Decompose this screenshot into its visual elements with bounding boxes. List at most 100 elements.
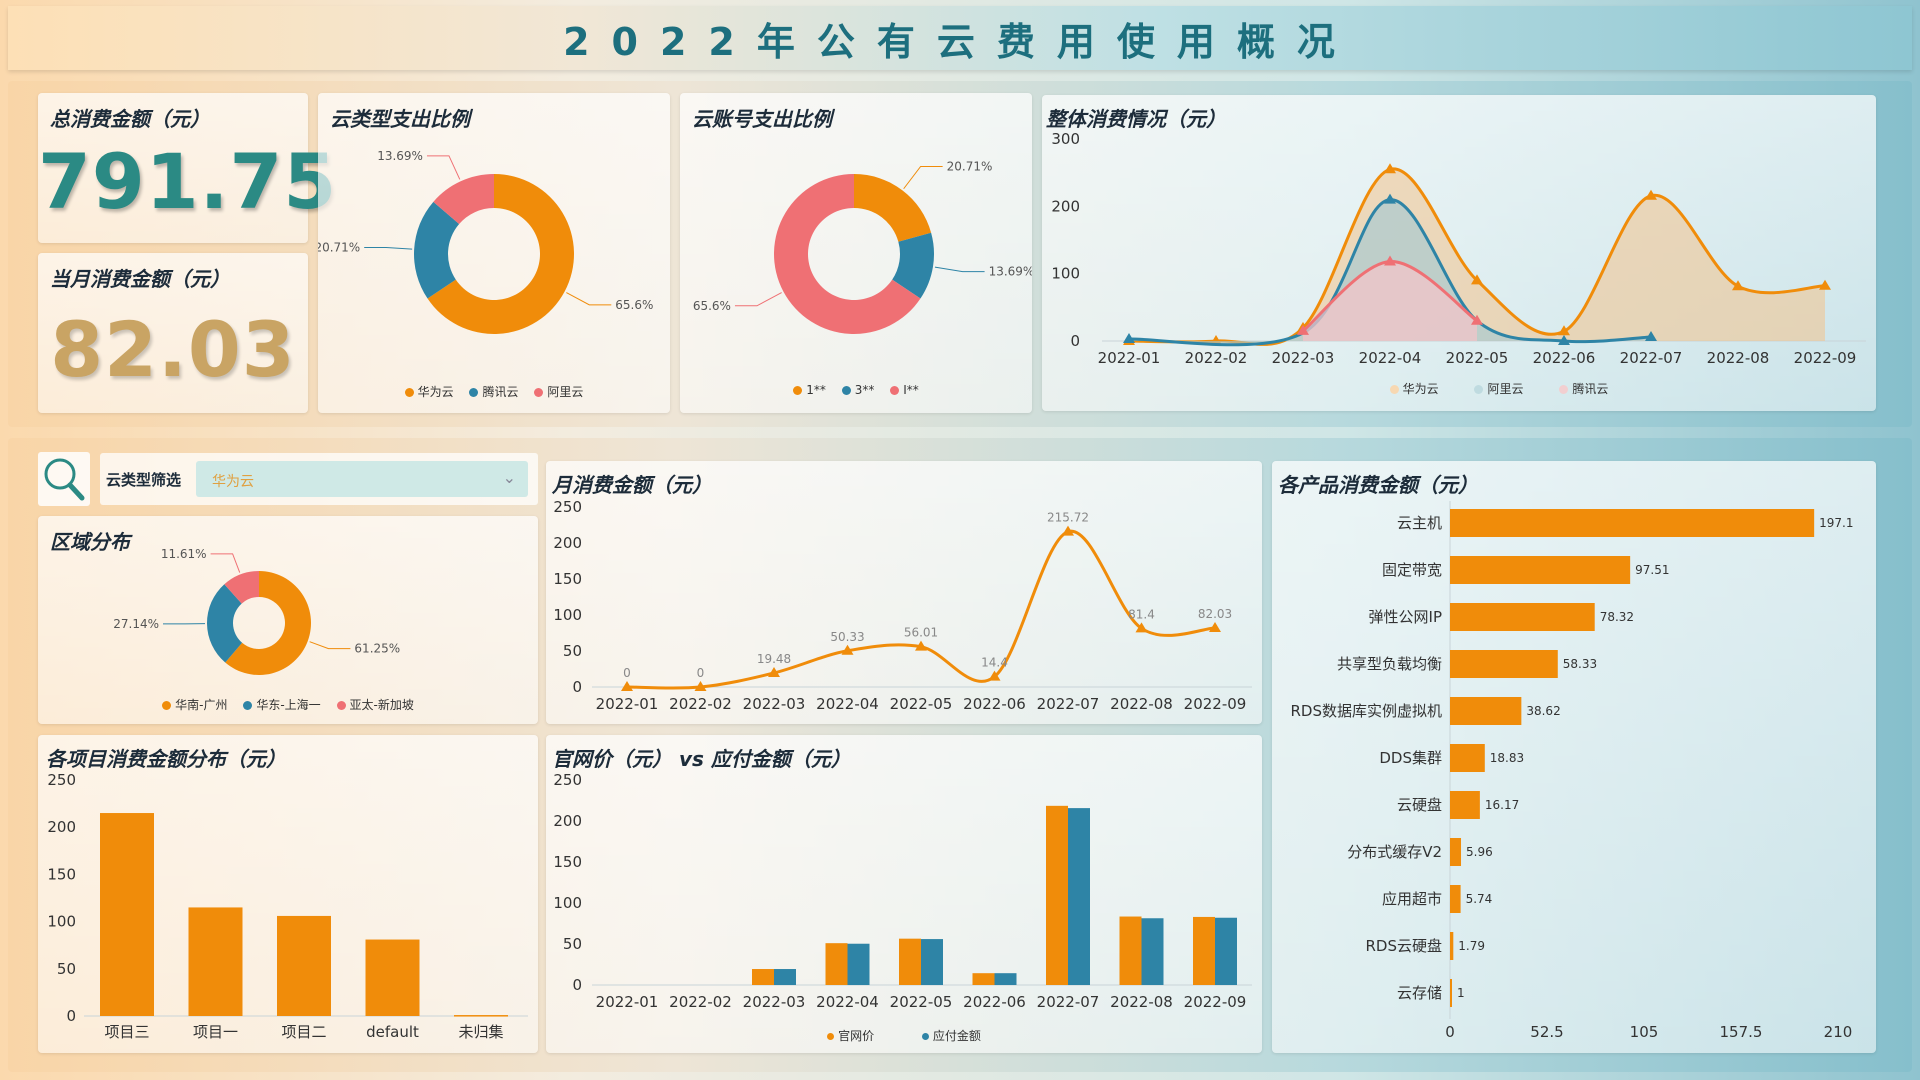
total-spend-value: 791.75 bbox=[38, 137, 338, 226]
legend-item-huawei[interactable]: 华为云 bbox=[404, 383, 454, 400]
bar[interactable] bbox=[1450, 603, 1595, 631]
data-point[interactable] bbox=[1135, 622, 1148, 633]
y-tick-label: RDS数据库实例虚拟机 bbox=[1291, 702, 1443, 720]
data-point[interactable] bbox=[768, 666, 780, 677]
y-tick-label: 200 bbox=[553, 812, 582, 830]
bar[interactable] bbox=[1215, 917, 1237, 985]
pie-slice[interactable] bbox=[774, 174, 921, 334]
y-tick-label: 弹性公网IP bbox=[1369, 608, 1442, 626]
projects-chart: 250 200 150 100 50 0 项目三 项目一 项目二 default 未归集 bbox=[47, 771, 528, 1041]
data-point[interactable] bbox=[1471, 274, 1483, 285]
data-point[interactable] bbox=[1123, 332, 1135, 343]
bar[interactable] bbox=[774, 969, 796, 985]
x-tick-label: 2022-01 bbox=[596, 993, 659, 1011]
pie-slice[interactable] bbox=[225, 571, 311, 675]
x-tick-label: 2022-03 bbox=[1272, 349, 1335, 367]
bar[interactable] bbox=[921, 939, 943, 985]
pie-slice-label: 13.69% bbox=[377, 149, 423, 163]
bar[interactable] bbox=[972, 973, 995, 985]
data-point[interactable] bbox=[1384, 193, 1396, 204]
pie-slice[interactable] bbox=[206, 584, 243, 663]
data-point[interactable] bbox=[621, 681, 633, 691]
bar[interactable] bbox=[100, 813, 154, 1016]
bar[interactable] bbox=[752, 969, 774, 985]
data-point[interactable] bbox=[1471, 314, 1483, 325]
bar[interactable] bbox=[825, 943, 848, 985]
bar[interactable] bbox=[1068, 808, 1090, 985]
bar[interactable] bbox=[1450, 650, 1558, 678]
data-point[interactable] bbox=[1819, 279, 1831, 290]
bar[interactable] bbox=[1119, 916, 1142, 985]
x-tick-label: 2022-04 bbox=[816, 993, 879, 1011]
bar[interactable] bbox=[454, 1015, 508, 1017]
data-point[interactable] bbox=[841, 644, 854, 655]
account-pie-title: 云账号支出比例 bbox=[692, 107, 832, 131]
bar[interactable] bbox=[1046, 805, 1068, 985]
data-label: 5.96 bbox=[1466, 845, 1493, 859]
bar[interactable] bbox=[899, 938, 921, 985]
bar[interactable] bbox=[365, 939, 420, 1016]
x-tick-label: 2022-04 bbox=[1359, 349, 1422, 367]
legend-item-account-i[interactable]: I** bbox=[890, 383, 919, 397]
data-point[interactable] bbox=[1062, 525, 1074, 536]
bar[interactable] bbox=[1193, 916, 1215, 985]
bar[interactable] bbox=[1450, 791, 1480, 819]
bar[interactable] bbox=[1141, 918, 1164, 985]
legend-item-account-1[interactable]: 1** bbox=[793, 383, 826, 397]
bar[interactable] bbox=[188, 907, 243, 1016]
data-point[interactable] bbox=[1558, 335, 1570, 345]
data-point[interactable] bbox=[915, 640, 927, 651]
bar[interactable] bbox=[994, 973, 1017, 985]
data-point[interactable] bbox=[988, 670, 1001, 681]
bar[interactable] bbox=[1450, 509, 1815, 537]
data-label: 1.79 bbox=[1458, 939, 1485, 953]
data-point[interactable] bbox=[1384, 255, 1396, 266]
pie-slice[interactable] bbox=[224, 571, 259, 604]
bar[interactable] bbox=[847, 943, 870, 985]
pie-slice[interactable] bbox=[854, 174, 932, 242]
data-point[interactable] bbox=[1645, 330, 1657, 341]
pie-slice[interactable] bbox=[892, 232, 934, 299]
bar[interactable] bbox=[1450, 979, 1452, 1007]
x-tick-label: 2022-06 bbox=[963, 993, 1026, 1011]
legend-item-guangzhou[interactable]: 华南-广州 bbox=[162, 696, 228, 713]
y-tick-label: 0 bbox=[572, 678, 582, 696]
legend-item-aliyun[interactable]: 阿里云 bbox=[534, 383, 583, 400]
pie-slice[interactable] bbox=[427, 174, 574, 334]
pie-slice[interactable] bbox=[433, 174, 494, 224]
bar[interactable] bbox=[1450, 838, 1462, 866]
y-tick-label: 250 bbox=[553, 498, 582, 516]
legend-item-account-3[interactable]: 3** bbox=[841, 383, 874, 397]
monthly-line[interactable] bbox=[626, 529, 1216, 690]
bar[interactable] bbox=[1450, 556, 1631, 584]
legend-item-singapore[interactable]: 亚太-新加坡 bbox=[336, 696, 414, 713]
legend-item-tencent-area[interactable]: 腾讯云 bbox=[1559, 380, 1608, 397]
x-tick-label: 2022-08 bbox=[1707, 349, 1770, 367]
x-tick-label: 2022-09 bbox=[1184, 695, 1247, 713]
bar[interactable] bbox=[277, 915, 331, 1016]
data-point[interactable] bbox=[1297, 324, 1309, 335]
pie-slice[interactable] bbox=[413, 201, 460, 299]
search-button[interactable] bbox=[38, 452, 90, 506]
legend-item-huawei-area[interactable]: 华为云 bbox=[1389, 380, 1439, 397]
bar[interactable] bbox=[1450, 744, 1485, 772]
bar[interactable] bbox=[1450, 697, 1522, 725]
x-tick-label: 2022-07 bbox=[1620, 349, 1683, 367]
legend-item-shanghai[interactable]: 华东-上海一 bbox=[243, 696, 321, 713]
legend-item-aliyun-area[interactable]: 阿里云 bbox=[1474, 380, 1524, 397]
legend-item-list-price[interactable]: 官网价 bbox=[827, 1027, 874, 1044]
cloud-type-select[interactable]: 华为云 ⌄ bbox=[196, 461, 528, 497]
bar[interactable] bbox=[1450, 885, 1461, 913]
data-point[interactable] bbox=[1645, 189, 1657, 200]
legend-item-payable[interactable]: 应付金额 bbox=[921, 1027, 981, 1044]
data-point[interactable] bbox=[1384, 163, 1396, 174]
data-point[interactable] bbox=[1732, 280, 1744, 291]
data-point[interactable] bbox=[694, 681, 707, 691]
bar[interactable] bbox=[1450, 932, 1454, 960]
data-label: 0 bbox=[623, 666, 631, 680]
legend-item-tencent[interactable]: 腾讯云 bbox=[469, 383, 519, 400]
data-point[interactable] bbox=[1209, 621, 1221, 632]
month-spend-label: 当月消费金额（元） bbox=[50, 267, 230, 291]
data-point[interactable] bbox=[1558, 325, 1570, 336]
pie-slice-label: 61.25% bbox=[354, 642, 400, 656]
